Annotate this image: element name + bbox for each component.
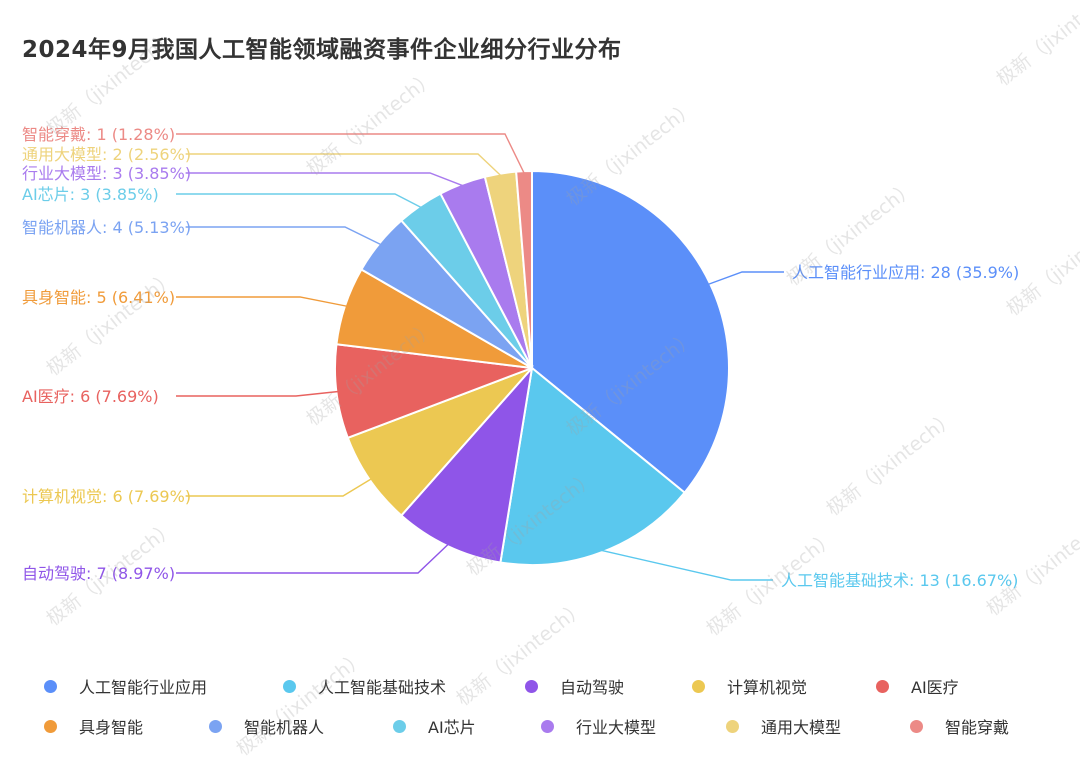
legend: 人工智能行业应用 人工智能基础技术 自动驾驶 计算机视觉 AI医疗具身智能 智能机器人 AI…	[0, 668, 1080, 758]
leader-line-0	[707, 271, 784, 286]
data-label-0: 人工智能行业应用: 28 (35.9%)	[792, 263, 1019, 282]
leader-line-6	[185, 226, 382, 246]
legend-dot-icon	[393, 719, 406, 733]
legend-label: 行业大模型	[576, 718, 657, 737]
legend-item-10[interactable]: 智能穿戴	[910, 713, 1009, 739]
legend-label: 人工智能基础技术	[318, 678, 447, 697]
pie-slice-2[interactable]	[399, 364, 534, 564]
legend-dot-icon	[44, 719, 57, 733]
legend-item-3[interactable]: 计算机视觉	[692, 673, 807, 699]
legend-label: 具身智能	[79, 718, 144, 737]
pie-slice-1[interactable]	[499, 366, 687, 566]
leader-line-2	[176, 543, 449, 574]
data-label-2: 自动驾驶: 7 (8.97%)	[22, 564, 175, 583]
leader-line-1	[600, 549, 773, 581]
legend-dot-icon	[876, 679, 889, 693]
data-label-6: 智能机器人: 4 (5.13%)	[22, 218, 191, 237]
data-label-5: 具身智能: 5 (6.41%)	[22, 288, 175, 307]
legend-item-5[interactable]: 具身智能	[44, 713, 143, 739]
legend-label: 智能穿戴	[945, 718, 1010, 737]
legend-item-4[interactable]: AI医疗	[876, 673, 959, 699]
data-label-4: AI医疗: 6 (7.69%)	[22, 387, 159, 406]
leader-line-3	[185, 478, 372, 497]
legend-item-0[interactable]: 人工智能行业应用	[44, 673, 207, 699]
legend-label: AI芯片	[428, 718, 476, 737]
pie-slice-10[interactable]	[515, 169, 533, 369]
legend-dot-icon	[910, 719, 923, 733]
legend-dot-icon	[525, 679, 538, 693]
leader-line-9	[185, 153, 502, 177]
legend-dot-icon	[209, 719, 222, 733]
data-label-3: 计算机视觉: 6 (7.69%)	[22, 487, 191, 506]
legend-item-6[interactable]: 智能机器人	[209, 713, 324, 739]
legend-label: 计算机视觉	[727, 678, 808, 697]
legend-dot-icon	[726, 719, 739, 733]
legend-dot-icon	[541, 719, 554, 733]
legend-label: AI医疗	[911, 678, 959, 697]
leader-line-4	[176, 390, 339, 397]
legend-label: 自动驾驶	[560, 678, 625, 697]
leader-line-8	[185, 172, 464, 187]
legend-item-1[interactable]: 人工智能基础技术	[283, 673, 446, 699]
legend-label: 通用大模型	[761, 718, 842, 737]
data-label-1: 人工智能基础技术: 13 (16.67%)	[781, 571, 1018, 590]
legend-item-8[interactable]: 行业大模型	[541, 713, 656, 739]
chart-title: 2024年9月我国人工智能领域融资事件企业细分行业分布	[22, 37, 622, 63]
data-label-10: 智能穿戴: 1 (1.28%)	[22, 125, 175, 144]
legend-dot-icon	[44, 679, 57, 693]
legend-dot-icon	[692, 679, 705, 693]
data-label-8: 行业大模型: 3 (3.85%)	[22, 164, 191, 183]
legend-item-7[interactable]: AI芯片	[393, 713, 476, 739]
legend-label: 智能机器人	[244, 718, 325, 737]
leader-line-7	[176, 193, 422, 209]
legend-item-2[interactable]: 自动驾驶	[525, 673, 624, 699]
leader-line-10	[176, 133, 525, 174]
legend-item-9[interactable]: 通用大模型	[726, 713, 841, 739]
data-label-9: 通用大模型: 2 (2.56%)	[22, 145, 191, 164]
leader-line-5	[176, 296, 348, 307]
legend-label: 人工智能行业应用	[79, 678, 208, 697]
data-label-7: AI芯片: 3 (3.85%)	[22, 185, 159, 204]
legend-dot-icon	[283, 679, 296, 693]
